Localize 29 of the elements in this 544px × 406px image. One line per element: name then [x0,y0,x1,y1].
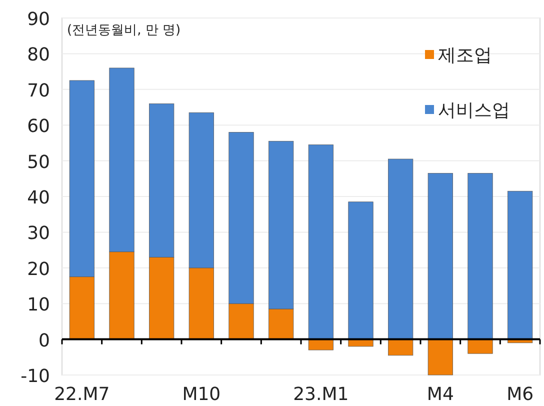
bar [308,144,334,340]
x-tick-label: M6 [506,384,534,405]
bar [468,339,493,354]
y-tick-label: 0 [38,330,50,352]
bar [468,173,493,340]
legend-label: 서비스업 [438,100,510,121]
y-tick-label: 90 [27,9,50,30]
bar [388,158,414,340]
y-tick-label: 70 [27,80,50,102]
x-tick-label: M10 [182,384,221,405]
y-tick-label: 80 [27,44,50,66]
y-tick-label: 30 [27,223,50,244]
bar [428,173,453,340]
x-tick-label: M4 [426,384,454,405]
bar [508,190,533,340]
x-tick-label: 23.M1 [293,384,349,405]
annotation: (전년동월비, 만 명) [67,23,181,38]
y-tick-label: 50 [27,152,50,173]
bar [308,339,334,350]
y-tick-label: -10 [20,366,50,387]
bar [348,202,374,340]
bar [388,339,414,356]
y-tick-label: 40 [27,188,50,208]
x-tick-label: 22.M7 [54,384,110,405]
y-tick-label: 10 [27,294,50,316]
y-tick-label: 60 [27,116,50,138]
legend-label: 제조업 [438,45,492,66]
bar [428,339,453,376]
y-tick-label: 20 [27,258,50,280]
